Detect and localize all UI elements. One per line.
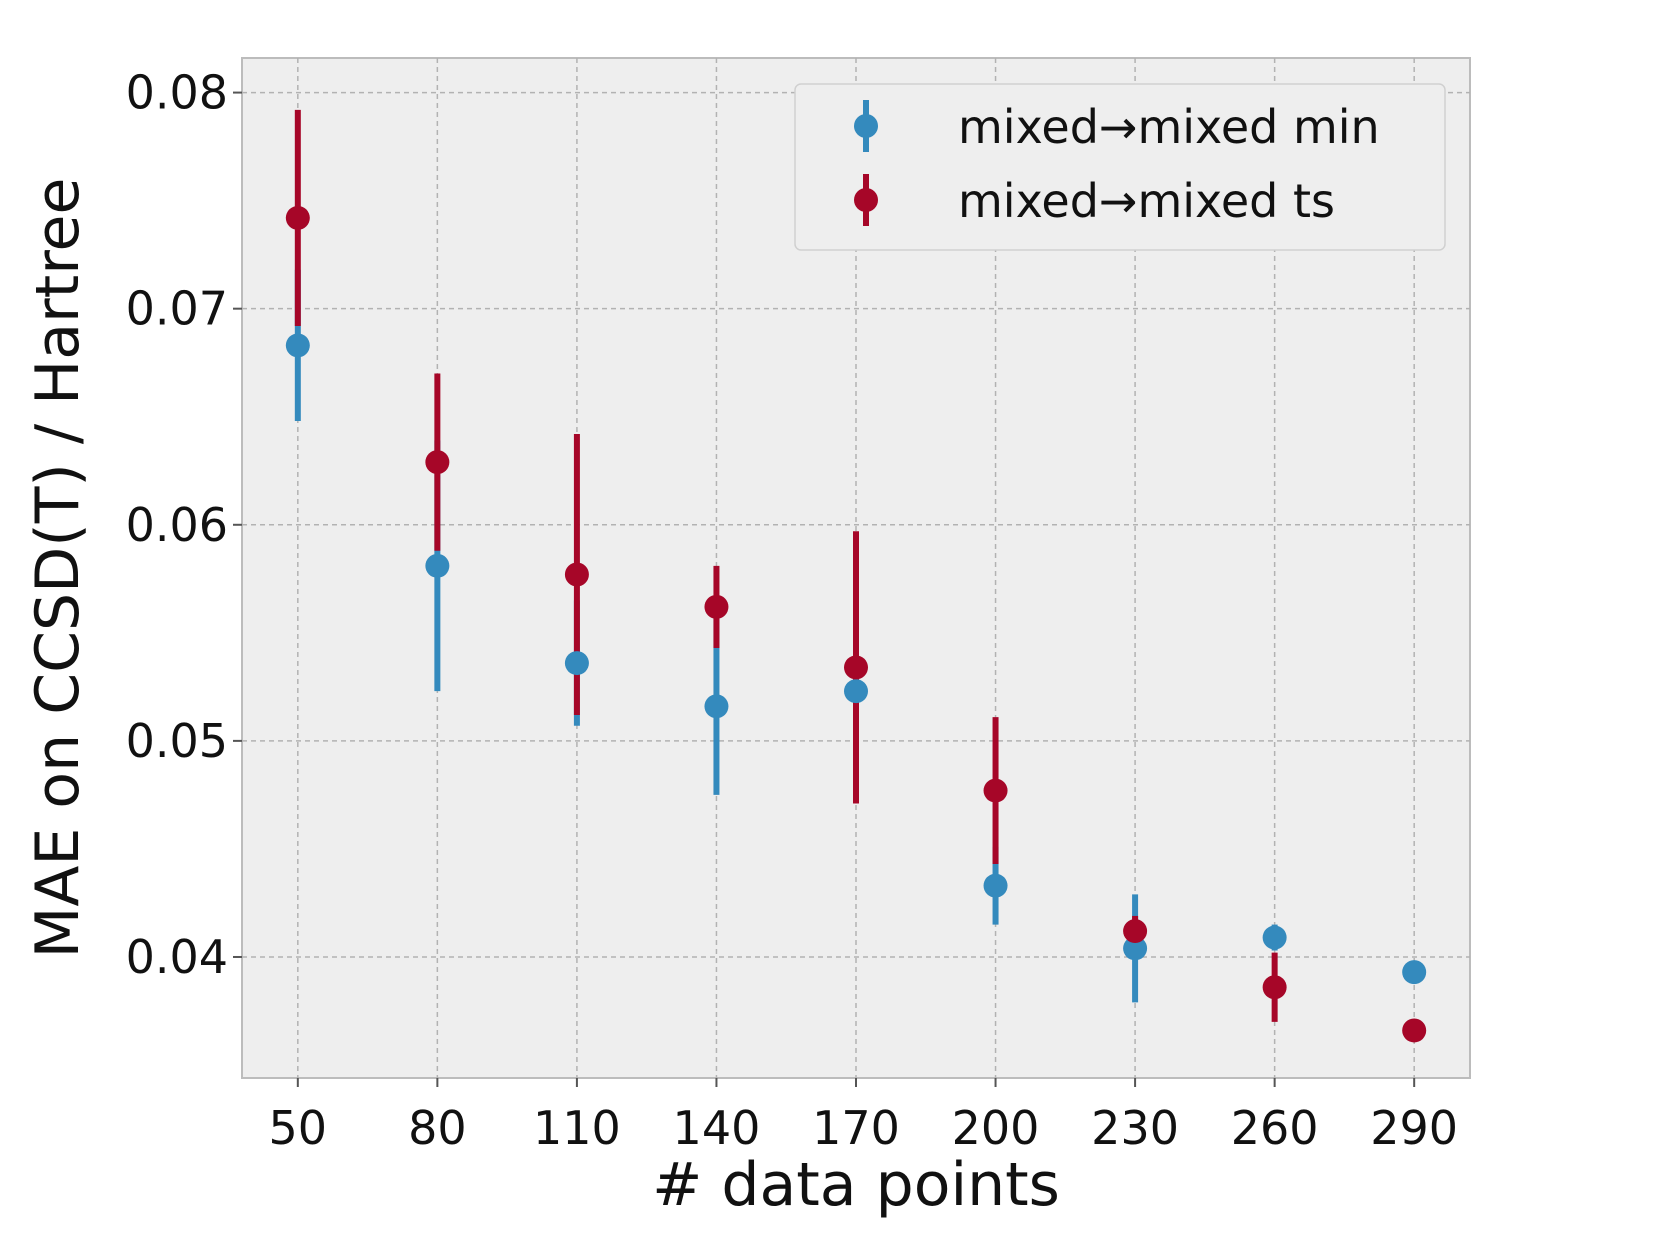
y-tick-label: 0.08 [126, 66, 228, 120]
point-ts [844, 655, 868, 680]
legend-ts-label: mixed→mixed ts [958, 174, 1335, 228]
legend-box [794, 83, 1446, 251]
point-min [564, 651, 589, 676]
point-ts [983, 778, 1008, 803]
x-tick-label: 110 [533, 1101, 621, 1155]
x-tick-label: 170 [812, 1101, 900, 1155]
point-min [1262, 925, 1287, 950]
point-min [704, 694, 729, 719]
y-tick-label: 0.05 [126, 714, 228, 768]
point-ts [704, 594, 729, 619]
y-axis-title: MAE on CCSD(T) / Hartree [23, 178, 93, 959]
x-tick-label: 230 [1091, 1101, 1179, 1155]
y-tick-label: 0.06 [126, 498, 228, 552]
y-tick-label: 0.04 [126, 930, 228, 984]
point-ts [564, 562, 589, 587]
x-tick-label: 200 [952, 1101, 1040, 1155]
x-tick-label: 140 [673, 1101, 761, 1155]
point-min [425, 553, 450, 578]
data-points [285, 205, 1427, 1043]
point-ts [1262, 975, 1287, 1000]
point-ts [425, 450, 450, 475]
legend-ts-marker [854, 188, 878, 212]
point-min [1402, 960, 1427, 985]
x-tick-label: 290 [1370, 1101, 1458, 1155]
point-min [285, 333, 310, 358]
point-ts [285, 205, 310, 230]
point-min [1123, 936, 1148, 961]
x-axis-title: # data points [652, 1150, 1060, 1220]
x-tick-label: 50 [269, 1101, 328, 1155]
point-ts [1402, 1018, 1427, 1043]
x-tick-label: 260 [1231, 1101, 1319, 1155]
point-min [983, 873, 1008, 898]
x-tick-label: 80 [408, 1101, 467, 1155]
ticks: 50 80 110 140 170 200 230 260 290 0.04 0.05 0.06 0.0… [126, 66, 1459, 1155]
legend-min-marker [854, 114, 878, 138]
y-tick-label: 0.07 [126, 282, 228, 336]
legend-min-label: mixed→mixed min [958, 100, 1380, 154]
point-ts [1123, 919, 1148, 944]
point-min [844, 679, 868, 704]
legend: mixed→mixed min mixed→mixed ts [794, 83, 1446, 251]
